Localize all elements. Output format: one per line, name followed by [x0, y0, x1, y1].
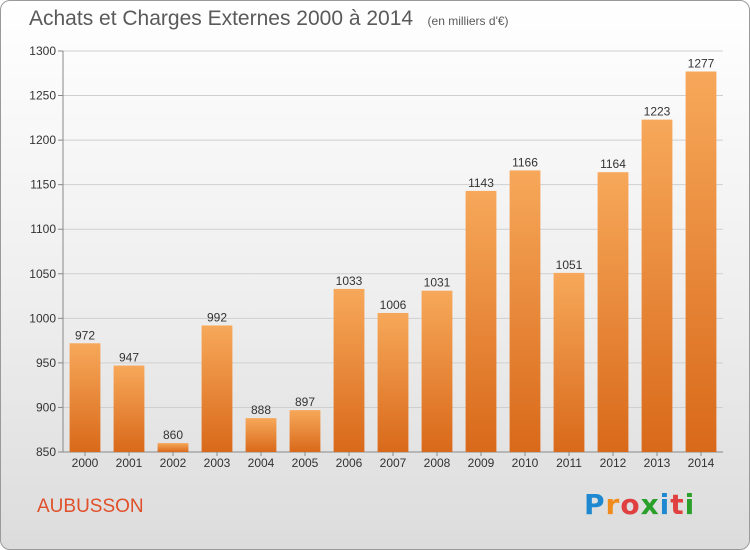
data-label: 947: [119, 351, 139, 365]
bar: [465, 190, 497, 452]
unit-note: (en milliers d'€): [427, 14, 509, 28]
x-tick-label: 2014: [688, 456, 715, 470]
bar: [245, 418, 277, 452]
x-tick-label: 2003: [204, 456, 231, 470]
data-label: 860: [163, 428, 183, 442]
bar: [201, 325, 233, 452]
bar: [157, 443, 189, 452]
x-tick-label: 2009: [468, 456, 495, 470]
data-label: 1006: [380, 298, 407, 312]
logo-letter: o: [620, 488, 641, 521]
logo-letter: r: [605, 488, 621, 521]
data-label: 1031: [424, 276, 451, 290]
x-tick-label: 2013: [644, 456, 671, 470]
x-tick-label: 2011: [556, 456, 582, 470]
x-tick-label: 2010: [512, 456, 539, 470]
bar: [641, 119, 673, 453]
commune-name: AUBUSSON: [37, 496, 144, 517]
x-tick-label: 2002: [160, 456, 187, 470]
data-label: 992: [207, 310, 227, 324]
logo-letter: x: [640, 488, 660, 521]
data-label: 1143: [468, 176, 494, 190]
bar: [553, 272, 585, 452]
y-tick-label: 1100: [30, 222, 56, 236]
chart-title: Achats et Charges Externes 2000 à 2014 (…: [29, 7, 509, 31]
x-tick-label: 2004: [248, 456, 275, 470]
y-tick-label: 1200: [29, 133, 56, 147]
y-tick-label: 1000: [29, 311, 56, 325]
x-tick-label: 2006: [336, 456, 363, 470]
data-label: 1051: [556, 258, 583, 272]
bar: [685, 71, 717, 453]
bar: [597, 172, 629, 453]
logo-letter: P: [584, 488, 606, 521]
title-text: Achats et Charges Externes 2000 à 2014: [29, 7, 414, 30]
data-label: 1277: [688, 56, 715, 70]
data-label: 1033: [336, 274, 363, 288]
x-tick-label: 2001: [116, 456, 143, 470]
x-tick-label: 2008: [424, 456, 451, 470]
y-tick-label: 850: [36, 445, 56, 459]
y-tick-label: 900: [36, 400, 56, 414]
bar: [113, 365, 145, 452]
y-tick-label: 950: [36, 356, 56, 370]
data-label: 1164: [600, 157, 626, 171]
y-tick-label: 1150: [30, 178, 56, 192]
y-tick-label: 1050: [29, 267, 56, 281]
bar: [509, 170, 541, 453]
x-tick-label: 2012: [600, 456, 627, 470]
y-tick-label: 1300: [29, 44, 56, 58]
logo-letter: i: [684, 488, 696, 521]
logo-letter: t: [670, 488, 685, 521]
bar: [289, 410, 321, 452]
data-label: 888: [251, 403, 271, 417]
logo-letter: i: [659, 488, 671, 521]
data-label: 972: [75, 328, 95, 342]
bar: [421, 290, 453, 452]
bar: [333, 288, 365, 452]
data-label: 1223: [644, 105, 671, 119]
x-tick-label: 2007: [380, 456, 407, 470]
bar: [69, 343, 101, 452]
data-label: 897: [295, 395, 315, 409]
bar: [377, 312, 409, 452]
proxiti-logo: Proxiti: [584, 488, 695, 521]
x-tick-label: 2000: [72, 456, 99, 470]
data-label: 1166: [512, 155, 538, 169]
x-tick-label: 2005: [292, 456, 319, 470]
y-tick-label: 1250: [29, 89, 56, 103]
